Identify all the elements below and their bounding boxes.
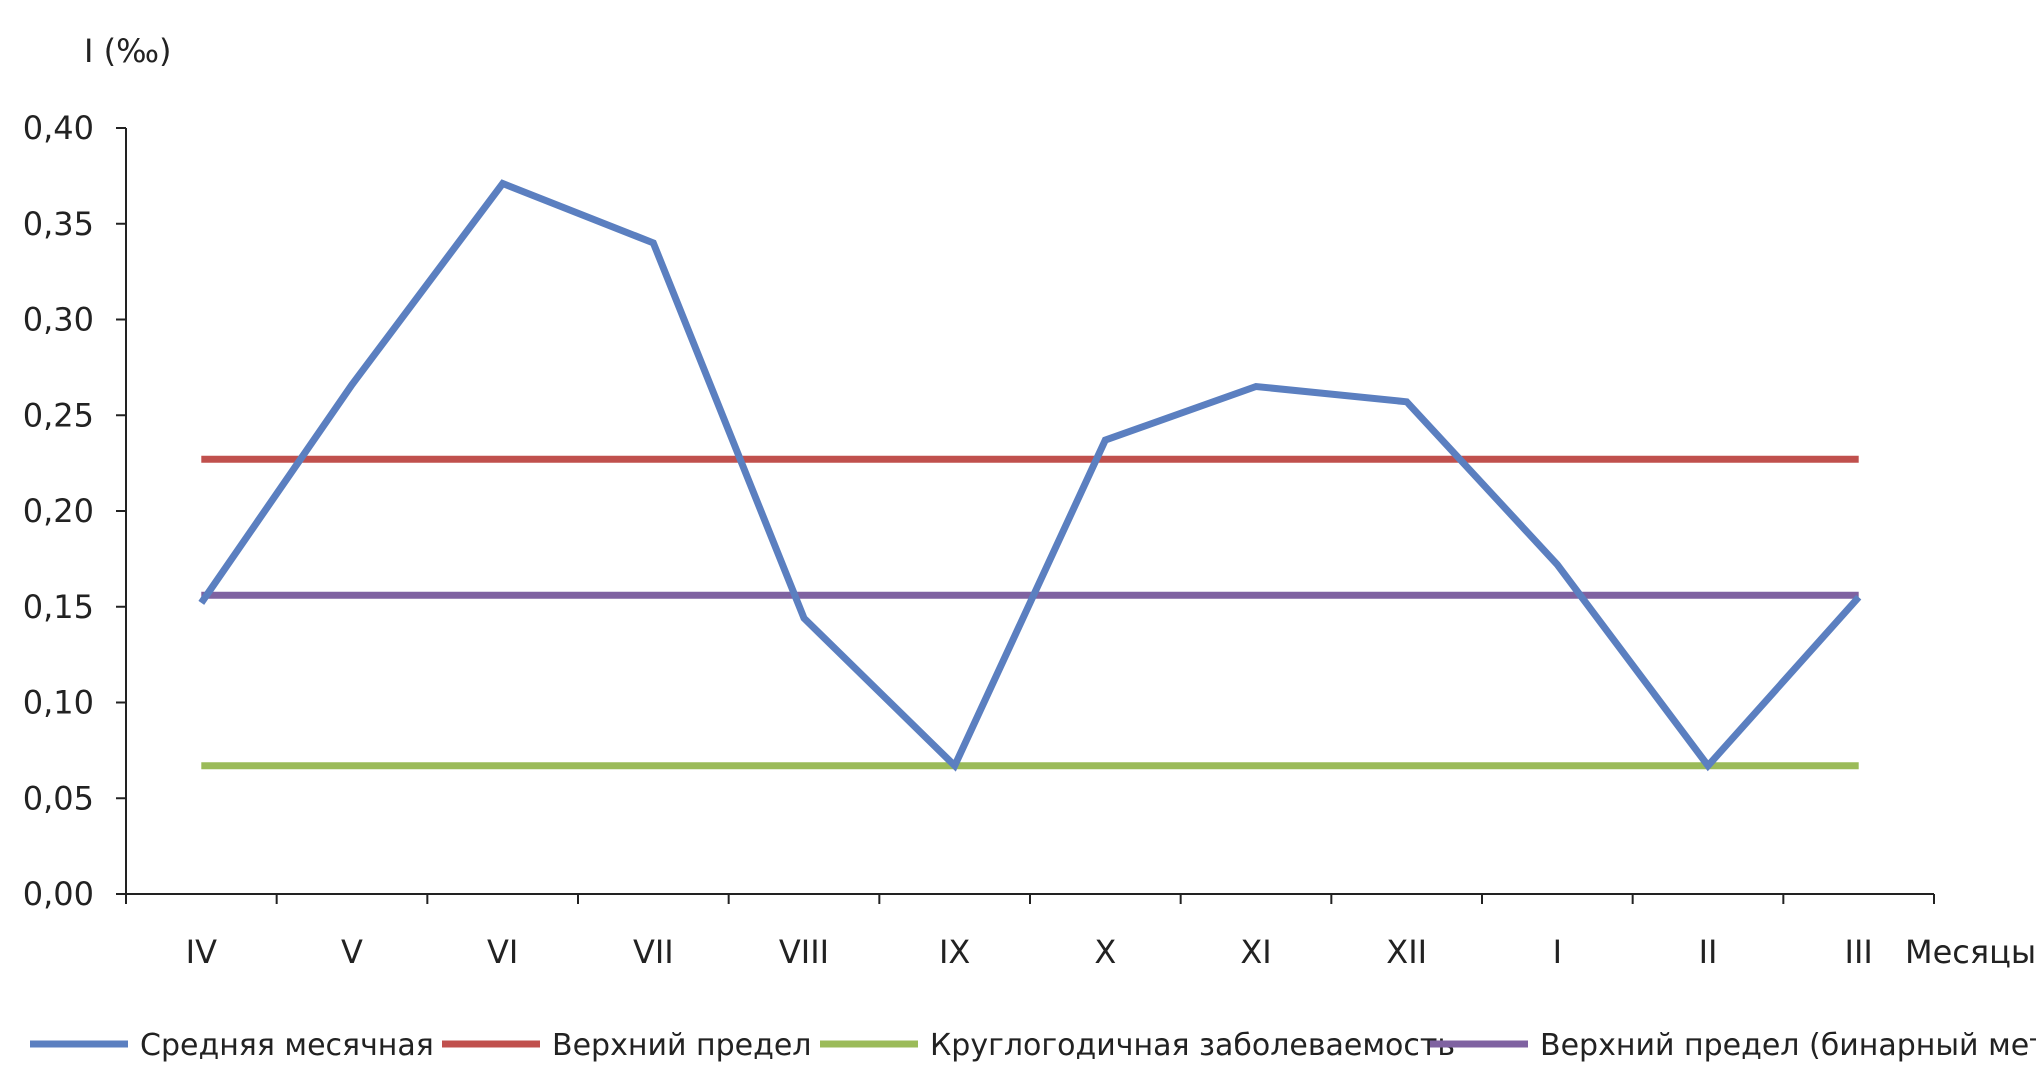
legend-label: Круглогодичная заболеваемость: [930, 1028, 1455, 1063]
y-tick-label: 0,10: [23, 684, 94, 722]
y-tick-label: 0,00: [23, 875, 94, 913]
x-axis-title: Месяцы: [1905, 933, 2036, 971]
x-tick-label: III: [1845, 933, 1873, 971]
x-tick-label: VI: [487, 933, 518, 971]
y-axis-title: I (‰): [84, 32, 172, 70]
y-tick-label: 0,25: [23, 396, 94, 434]
y-tick-label: 0,35: [23, 205, 94, 243]
x-tick-label: IX: [939, 933, 970, 971]
y-tick-label: 0,20: [23, 492, 94, 530]
y-tick-label: 0,15: [23, 588, 94, 626]
series-line-1: [198, 179, 1862, 772]
x-tick-label: I: [1553, 933, 1562, 971]
legend-label: Средняя месячная: [140, 1028, 434, 1063]
series-group-flat: [201, 455, 1859, 770]
y-tick-label: 0,05: [23, 779, 94, 817]
legend: Средняя месячная Верхний предел Круглогоди…: [30, 1028, 2036, 1063]
x-tick-label: XI: [1240, 933, 1271, 971]
x-tick-label: X: [1094, 933, 1116, 971]
x-tick-label: VII: [633, 933, 674, 971]
y-tick-label: 0,30: [23, 301, 94, 339]
y-tick-label: 0,40: [23, 109, 94, 147]
series-group-main: [198, 179, 1862, 772]
y-axis-ticks: 0,00 0,05 0,10 0,15 0,20 0,25 0,30 0,35 0,40: [23, 109, 126, 913]
x-tick-label: XII: [1386, 933, 1427, 971]
x-tick-label: V: [341, 933, 363, 971]
legend-label: Верхний предел (бинарный метод): [1540, 1028, 2036, 1063]
x-axis-ticks: IV V VI VII VIII IX X XI XII I II III: [125, 894, 1935, 971]
x-tick-label: VIII: [779, 933, 829, 971]
x-tick-label: II: [1699, 933, 1718, 971]
legend-label: Верхний предел: [552, 1028, 811, 1063]
x-tick-label: IV: [186, 933, 217, 971]
